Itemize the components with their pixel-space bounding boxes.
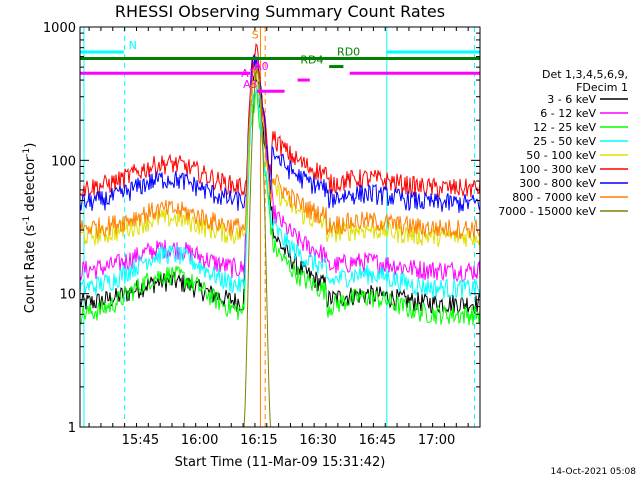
series-line-4 bbox=[80, 69, 480, 248]
legend-label: 3 - 6 keV bbox=[547, 93, 596, 106]
state-label-A0: A0 bbox=[254, 60, 269, 73]
x-axis: 15:45 16:00 16:15 16:30 16:45 17:00 bbox=[88, 27, 481, 448]
legend-header-1: Det 1,3,4,5,6,9, bbox=[542, 68, 628, 81]
state-label-RD0: RD0 bbox=[337, 46, 360, 59]
legend-label: 25 - 50 keV bbox=[533, 135, 596, 148]
legend-label: 6 - 12 keV bbox=[540, 107, 596, 120]
x-tick-label: 16:15 bbox=[240, 433, 277, 448]
y-tick-label: 1 bbox=[68, 421, 76, 436]
y-axis: 1 10 100 1000 bbox=[43, 21, 480, 436]
state-label-A1: A1 bbox=[241, 67, 256, 80]
state-label-N: N bbox=[129, 39, 137, 52]
legend-label: 7000 - 15000 keV bbox=[498, 205, 596, 218]
legend-label: 12 - 25 keV bbox=[533, 121, 596, 134]
state-label-RD4: RD4 bbox=[300, 54, 323, 67]
series-line-1 bbox=[80, 58, 480, 283]
x-tick-label: 16:30 bbox=[299, 433, 336, 448]
footer-date: 14-Oct-2021 05:08 bbox=[551, 467, 637, 477]
y-tick-label: 1000 bbox=[43, 21, 76, 36]
x-tick-label: 16:00 bbox=[181, 433, 218, 448]
series-line-7 bbox=[80, 64, 480, 240]
y-tick-label: 10 bbox=[59, 288, 76, 303]
x-axis-label: Start Time (11-Mar-09 15:31:42) bbox=[175, 455, 386, 470]
legend-label: 800 - 7000 keV bbox=[512, 191, 596, 204]
state-label-A3: A3 bbox=[243, 78, 258, 91]
x-tick-label: 15:45 bbox=[122, 433, 159, 448]
series-line-3 bbox=[80, 86, 480, 299]
state-label-S: S bbox=[252, 28, 259, 41]
plot-frame bbox=[79, 26, 481, 428]
legend-header-2: FDecim 1 bbox=[576, 81, 628, 94]
legend-label: 100 - 300 keV bbox=[519, 163, 596, 176]
y-tick-label: 100 bbox=[51, 154, 76, 169]
x-tick-label: 17:00 bbox=[418, 433, 455, 448]
x-tick-label: 16:45 bbox=[359, 433, 396, 448]
chart-title: RHESSI Observing Summary Count Rates bbox=[115, 2, 445, 21]
series-line-6 bbox=[80, 53, 480, 213]
y-axis-label: Count Rate (s-1 detector-1) bbox=[22, 143, 38, 314]
series-line-5 bbox=[80, 43, 480, 198]
series-line-0 bbox=[80, 67, 480, 315]
legend-label: 300 - 800 keV bbox=[519, 177, 596, 190]
series-line-2 bbox=[80, 89, 480, 326]
legend-label: 50 - 100 keV bbox=[526, 149, 596, 162]
